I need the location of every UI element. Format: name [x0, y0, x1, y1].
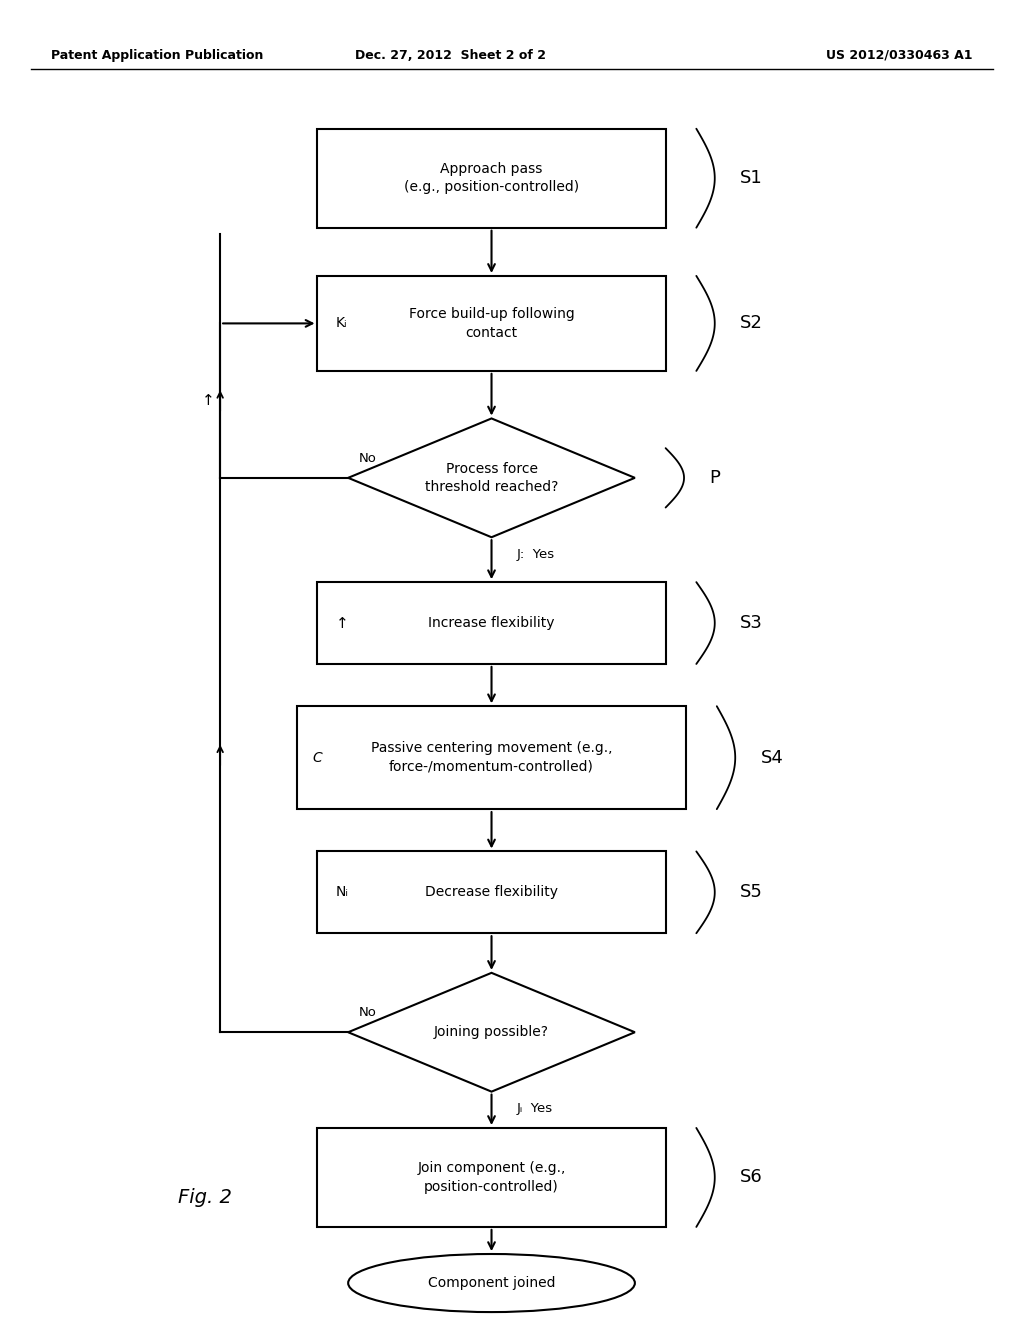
- Bar: [317, 851, 666, 933]
- Bar: [317, 1127, 666, 1228]
- Bar: [297, 706, 686, 809]
- Text: Increase flexibility: Increase flexibility: [428, 616, 555, 630]
- Text: S6: S6: [740, 1168, 763, 1187]
- Text: No: No: [358, 451, 376, 465]
- Text: P: P: [710, 469, 721, 487]
- Text: J:  Yes: J: Yes: [517, 548, 555, 561]
- Text: S4: S4: [761, 748, 783, 767]
- Bar: [317, 129, 666, 227]
- Text: Passive centering movement (e.g.,
force-/momentum-controlled): Passive centering movement (e.g., force-…: [371, 742, 612, 774]
- Text: US 2012/0330463 A1: US 2012/0330463 A1: [826, 49, 973, 62]
- Text: Dec. 27, 2012  Sheet 2 of 2: Dec. 27, 2012 Sheet 2 of 2: [355, 49, 546, 62]
- Text: S1: S1: [740, 169, 763, 187]
- Text: Process force
threshold reached?: Process force threshold reached?: [425, 462, 558, 494]
- Text: S5: S5: [740, 883, 763, 902]
- Text: S2: S2: [740, 314, 763, 333]
- Text: Nᵢ: Nᵢ: [336, 886, 349, 899]
- Text: Fig. 2: Fig. 2: [178, 1188, 231, 1206]
- Text: Joining possible?: Joining possible?: [434, 1026, 549, 1039]
- Text: Kᵢ: Kᵢ: [336, 317, 347, 330]
- Text: Jᵢ  Yes: Jᵢ Yes: [517, 1102, 553, 1115]
- Text: ↑: ↑: [202, 393, 214, 408]
- Text: Component joined: Component joined: [428, 1276, 555, 1290]
- Text: No: No: [358, 1006, 376, 1019]
- Polygon shape: [348, 973, 635, 1092]
- Text: C: C: [312, 751, 323, 764]
- Ellipse shape: [348, 1254, 635, 1312]
- Text: Patent Application Publication: Patent Application Publication: [51, 49, 263, 62]
- Bar: [317, 582, 666, 664]
- Text: Approach pass
(e.g., position-controlled): Approach pass (e.g., position-controlled…: [403, 162, 580, 194]
- Text: ↑: ↑: [336, 615, 348, 631]
- Text: Decrease flexibility: Decrease flexibility: [425, 886, 558, 899]
- Text: S3: S3: [740, 614, 763, 632]
- Text: Force build-up following
contact: Force build-up following contact: [409, 308, 574, 339]
- Text: Join component (e.g.,
position-controlled): Join component (e.g., position-controlle…: [418, 1162, 565, 1193]
- Bar: [317, 276, 666, 371]
- Polygon shape: [348, 418, 635, 537]
